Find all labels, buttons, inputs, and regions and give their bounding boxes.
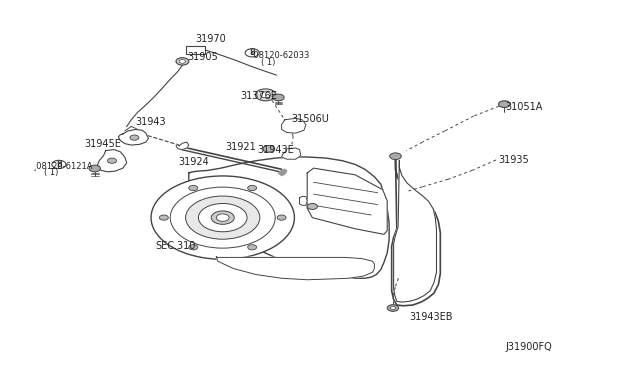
Polygon shape: [282, 148, 301, 159]
Text: B: B: [56, 160, 61, 169]
Text: SEC.310: SEC.310: [155, 241, 195, 250]
Text: ¸08120-6121A: ¸08120-6121A: [33, 161, 94, 170]
Polygon shape: [300, 196, 307, 205]
Circle shape: [130, 135, 139, 140]
Polygon shape: [394, 161, 436, 302]
Polygon shape: [97, 150, 127, 172]
Circle shape: [277, 215, 286, 220]
Text: 31943EB: 31943EB: [410, 312, 453, 322]
Circle shape: [387, 305, 399, 311]
Circle shape: [263, 145, 275, 152]
Circle shape: [159, 215, 168, 220]
Polygon shape: [176, 142, 189, 150]
Polygon shape: [307, 168, 387, 234]
Circle shape: [151, 176, 294, 259]
Circle shape: [216, 214, 229, 221]
Text: 31943: 31943: [136, 117, 166, 127]
Circle shape: [273, 94, 284, 101]
Text: 31376E: 31376E: [240, 91, 277, 101]
Circle shape: [108, 158, 116, 163]
Text: 31924: 31924: [178, 157, 209, 167]
Circle shape: [176, 58, 189, 65]
Polygon shape: [278, 169, 287, 176]
Text: ( 1): ( 1): [261, 58, 275, 67]
Circle shape: [211, 211, 234, 224]
FancyBboxPatch shape: [186, 46, 205, 54]
Circle shape: [390, 307, 396, 310]
Text: 31506U: 31506U: [291, 114, 329, 124]
Circle shape: [189, 185, 198, 190]
Polygon shape: [189, 157, 389, 278]
Text: 31905: 31905: [188, 52, 218, 61]
Circle shape: [89, 165, 100, 172]
Circle shape: [179, 60, 186, 63]
Circle shape: [255, 89, 276, 101]
Circle shape: [499, 101, 510, 108]
Text: J31900FQ: J31900FQ: [506, 342, 552, 352]
Polygon shape: [282, 118, 306, 133]
Text: 31970: 31970: [195, 34, 226, 44]
Polygon shape: [216, 257, 374, 280]
Text: B: B: [250, 48, 255, 57]
Circle shape: [248, 185, 257, 190]
Text: 31935: 31935: [498, 155, 529, 165]
Text: ¹08120-62033: ¹08120-62033: [251, 51, 310, 60]
Circle shape: [248, 245, 257, 250]
Circle shape: [186, 196, 260, 239]
Text: 31921: 31921: [225, 142, 256, 151]
Text: 31051A: 31051A: [506, 102, 543, 112]
Text: 31943E: 31943E: [257, 145, 294, 155]
Polygon shape: [392, 158, 440, 306]
Text: ( 1): ( 1): [44, 169, 58, 177]
Circle shape: [260, 92, 271, 98]
Text: 31945E: 31945E: [84, 139, 122, 148]
Circle shape: [198, 203, 247, 232]
Circle shape: [307, 203, 317, 209]
Circle shape: [390, 153, 401, 160]
Circle shape: [189, 245, 198, 250]
Polygon shape: [118, 129, 148, 145]
